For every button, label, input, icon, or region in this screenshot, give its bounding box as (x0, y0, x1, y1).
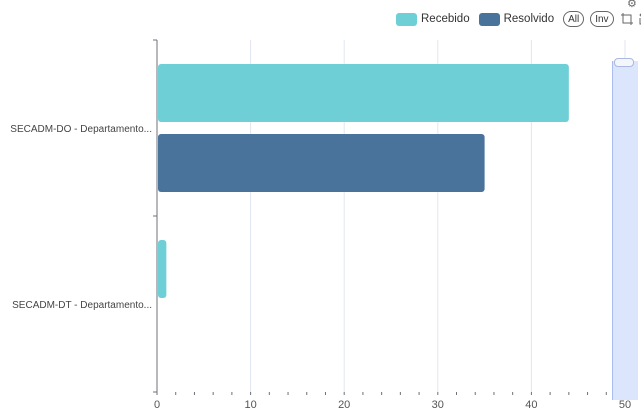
data-zoom-icon[interactable] (620, 12, 634, 26)
x-tick-label: 0 (154, 399, 160, 411)
data-zoom-slider[interactable] (612, 61, 638, 400)
bar-resolvido (158, 134, 485, 192)
category-label: SECADM-DO - Departamento... (10, 124, 152, 135)
select-all-button[interactable]: All (563, 11, 585, 27)
bar-recebido (158, 64, 569, 122)
x-tick-label: 10 (244, 399, 256, 411)
gear-icon[interactable]: ⚙ (627, 0, 637, 10)
data-zoom-handle[interactable] (614, 58, 634, 67)
legend-swatch-resolvido (478, 12, 500, 26)
x-tick-label: 20 (338, 399, 350, 411)
legend-item-resolvido[interactable]: Resolvido (478, 12, 555, 26)
x-tick-label: 30 (432, 399, 444, 411)
invert-selection-button[interactable]: Inv (590, 11, 614, 27)
category-label: SECADM-DT - Departamento... (12, 300, 152, 311)
legend-swatch-recebido (396, 12, 417, 26)
legend-label-recebido: Recebido (421, 13, 470, 25)
x-tick-label: 50 (619, 399, 631, 411)
bar-recebido (158, 240, 167, 298)
legend-label-resolvido: Resolvido (503, 13, 555, 25)
x-tick-label: 40 (525, 399, 537, 411)
legend-item-recebido[interactable]: Recebido (396, 12, 470, 26)
